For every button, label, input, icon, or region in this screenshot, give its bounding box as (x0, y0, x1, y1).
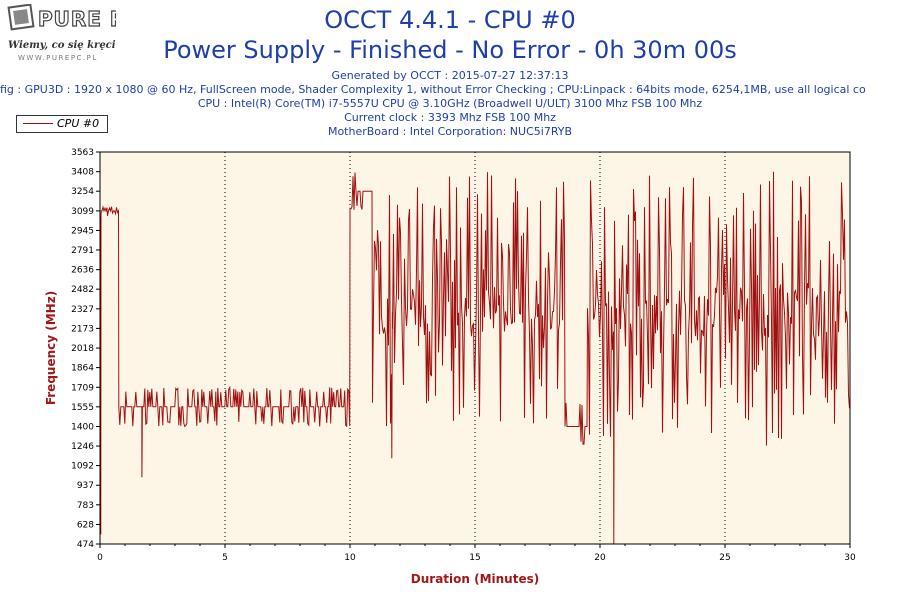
x-tick-label-6: 30 (844, 553, 856, 563)
logo-main-text: PURE PC (38, 7, 116, 31)
chart-subtitle: Power Supply - Finished - No Error - 0h … (163, 36, 737, 64)
x-tick-label-3: 15 (469, 553, 480, 563)
legend-swatch (23, 123, 53, 124)
y-tick-label-15: 2791 (71, 246, 94, 256)
legend-label-cpu0: CPU #0 (57, 117, 100, 130)
y-tick-label-20: 3563 (71, 148, 94, 158)
logo-slogan: Wiemy, co się kręci! (8, 40, 116, 51)
motherboard-info: MotherBoard : Intel Corporation: NUC5i7R… (327, 125, 573, 138)
x-tick-label-2: 10 (344, 553, 356, 563)
y-tick-label-9: 1864 (71, 364, 94, 374)
y-tick-label-12: 2327 (71, 305, 94, 315)
clock-info: Current clock : 3393 Mhz FSB 100 Mhz (344, 111, 556, 124)
y-tick-label-18: 3254 (71, 187, 94, 197)
y-tick-label-6: 1400 (71, 422, 94, 432)
purepc-logo: PURE PC Wiemy, co się kręci! WWW.PUREPC.… (7, 4, 116, 62)
y-tick-label-17: 3099 (71, 207, 94, 217)
y-tick-label-16: 2945 (71, 226, 94, 236)
chart-title: OCCT 4.4.1 - CPU #0 (324, 6, 576, 34)
y-tick-label-7: 1555 (71, 403, 94, 413)
y-tick-label-3: 937 (77, 481, 94, 491)
cpu-info: CPU : Intel(R) Core(TM) i7-5557U CPU @ 3… (197, 97, 703, 110)
y-tick-label-19: 3408 (71, 168, 94, 178)
y-axis-title: Frequency (MHz) (44, 291, 58, 405)
y-tick-label-4: 1092 (71, 462, 94, 472)
y-tick-label-13: 2482 (71, 285, 94, 295)
x-tick-label-0: 0 (97, 553, 103, 563)
chart-legend: CPU #0 (16, 115, 108, 133)
x-tick-label-1: 5 (222, 553, 228, 563)
x-tick-label-4: 20 (594, 553, 606, 563)
generated-info: Generated by OCCT : 2015-07-27 12:37:13 (331, 69, 569, 82)
y-tick-label-1: 628 (77, 520, 94, 530)
y-tick-label-0: 474 (77, 540, 94, 550)
logo-url: WWW.PUREPC.PL (18, 54, 98, 62)
y-tick-label-2: 783 (77, 501, 94, 511)
series-line-cpu0 (99, 171, 850, 545)
y-tick-label-5: 1246 (71, 442, 94, 452)
config-info: fig : GPU3D : 1920 x 1080 @ 60 Hz, FullS… (0, 83, 866, 96)
y-tick-label-8: 1709 (71, 383, 94, 393)
y-tick-label-10: 2018 (71, 344, 94, 354)
x-axis-title: Duration (Minutes) (411, 572, 539, 586)
y-tick-label-14: 2636 (71, 266, 94, 276)
y-tick-label-11: 2173 (71, 324, 94, 334)
x-tick-label-5: 25 (719, 553, 730, 563)
